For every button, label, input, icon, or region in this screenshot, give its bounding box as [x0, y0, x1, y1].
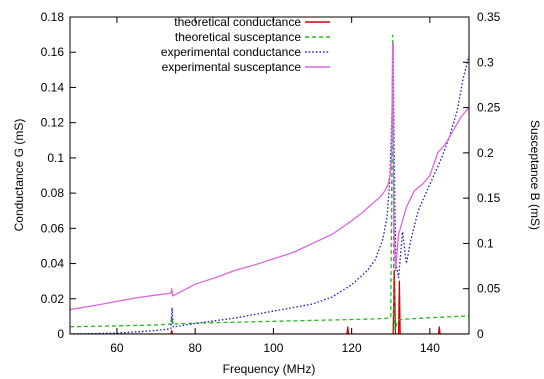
x-axis-ticks: 60 80 100 120 140: [110, 17, 440, 355]
y2-tick-label: 0.35: [477, 10, 501, 24]
y2-tick-label: 0.2: [477, 146, 494, 160]
y2-tick-label: 0: [477, 327, 484, 341]
x-tick-label: 60: [110, 341, 124, 355]
series-line-experimental-conductance: [70, 42, 469, 334]
y2-tick-label: 0.25: [477, 101, 501, 115]
x-tick-label: 120: [342, 341, 362, 355]
series-line-theoretical-susceptance: [70, 34, 469, 332]
y-tick-label: 0.02: [41, 292, 65, 306]
y-tick-label: 0.12: [41, 116, 65, 130]
y-tick-label: 0.14: [41, 80, 65, 94]
legend-label: theoretical conductance: [174, 15, 301, 29]
y-tick-label: 0.1: [47, 151, 64, 165]
y2-axis-label: Susceptance B (mS): [528, 120, 542, 230]
y2-tick-label: 0.05: [477, 282, 501, 296]
legend-label: theoretical susceptance: [175, 30, 301, 44]
series-layer: [70, 34, 469, 334]
series-line-experimental-susceptance: [70, 43, 469, 311]
x-axis-label: Frequency (MHz): [223, 362, 316, 376]
y-tick-label: 0.08: [41, 186, 65, 200]
y2-tick-label: 0.1: [477, 236, 494, 250]
legend-label: experimental conductance: [161, 45, 301, 59]
y-tick-label: 0: [57, 327, 64, 341]
x-tick-label: 140: [420, 341, 440, 355]
plot-frame: [69, 16, 470, 335]
y-tick-label: 0.16: [41, 45, 65, 59]
legend-label: experimental susceptance: [162, 60, 302, 74]
y-tick-label: 0.06: [41, 221, 65, 235]
y2-tick-label: 0.3: [477, 55, 494, 69]
y-axis-ticks: 0 0.02 0.04 0.06 0.08 0.1 0.12 0.14 0.16 0.18: [41, 10, 76, 341]
y2-tick-label: 0.15: [477, 191, 501, 205]
y-tick-label: 0.18: [41, 10, 65, 24]
x-tick-label: 100: [263, 341, 283, 355]
x-tick-label: 80: [188, 341, 202, 355]
y-tick-label: 0.04: [41, 257, 65, 271]
series-line-theoretical-conductance: [70, 269, 469, 334]
y2-axis-ticks: 0 0.05 0.1 0.15 0.2 0.25 0.3 0.35: [463, 10, 501, 341]
y-axis-label: Conductance G (mS): [12, 119, 26, 232]
